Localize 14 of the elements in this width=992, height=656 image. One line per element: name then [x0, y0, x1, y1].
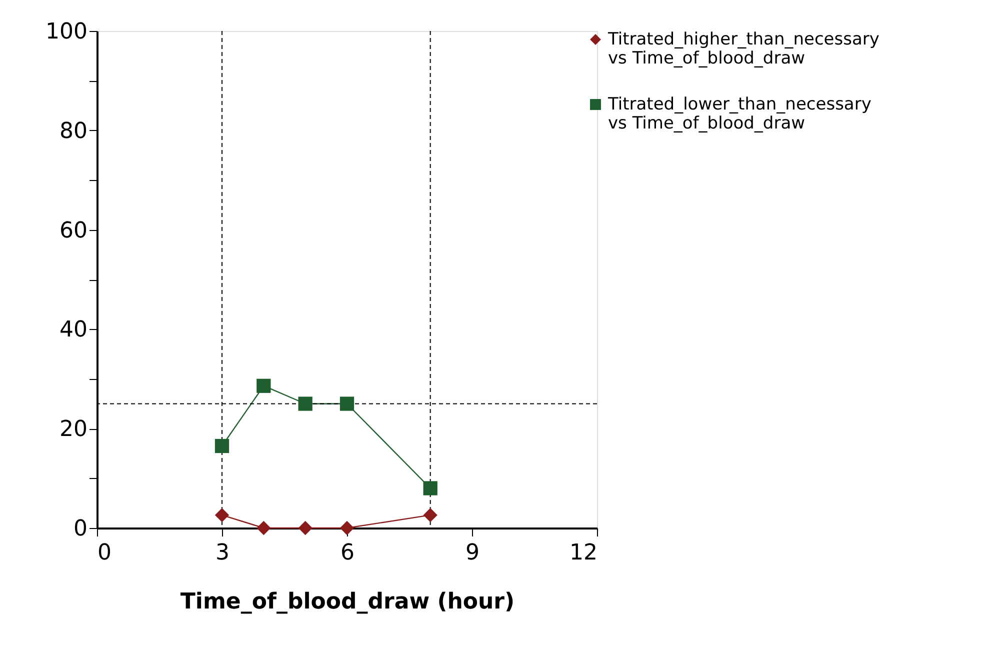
y-tick-label: 100 [46, 20, 88, 44]
y-tick-label: 80 [60, 118, 88, 144]
y-tick-label: 0 [74, 516, 88, 542]
legend-label: Titrated_lower_than_necessary vs Time_of_blood_draw [607, 94, 872, 134]
x-tick-label: 0 [98, 540, 112, 566]
x-tick-label: 3 [216, 540, 230, 566]
x-tick-label: 6 [340, 540, 354, 566]
x-tick-label: 9 [466, 540, 480, 566]
x-axis-title: Time_of_blood_draw (hour) [180, 590, 515, 614]
x-tick-label: 12 [570, 540, 598, 566]
y-tick-label: 40 [60, 318, 88, 343]
legend-label: Titrated_higher_than_necessary vs Time_of_blood_draw [607, 30, 880, 68]
y-tick-label: 20 [60, 417, 88, 442]
y-tick-label: 60 [60, 218, 88, 244]
